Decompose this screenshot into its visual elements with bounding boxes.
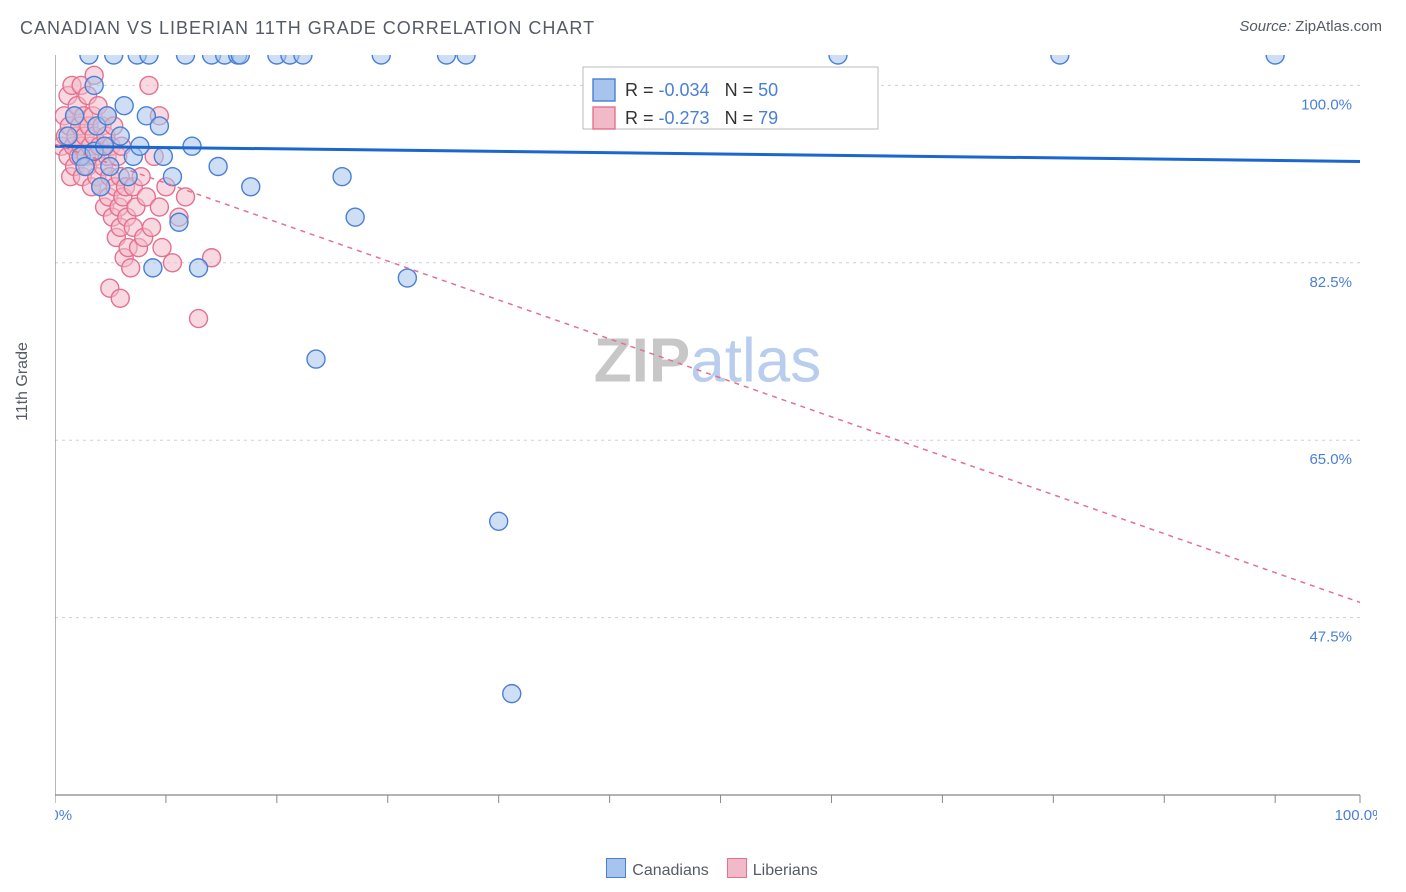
data-point bbox=[177, 55, 195, 64]
data-point bbox=[140, 76, 158, 94]
y-tick-label: 100.0% bbox=[1301, 96, 1352, 113]
chart-title: CANADIAN VS LIBERIAN 11TH GRADE CORRELAT… bbox=[20, 18, 595, 39]
data-point bbox=[143, 218, 161, 236]
data-point bbox=[1266, 55, 1284, 64]
legend-row: R = -0.034 N = 50 bbox=[625, 80, 778, 100]
scatter-chart: 100.0% 82.5% 65.0% 47.5% ZIPatlas 0.0% 100.0% R… bbox=[55, 55, 1377, 820]
data-point bbox=[111, 127, 129, 145]
data-point bbox=[98, 107, 116, 125]
data-point bbox=[457, 55, 475, 64]
data-point bbox=[163, 254, 181, 272]
data-point bbox=[170, 213, 188, 231]
source-value: ZipAtlas.com bbox=[1295, 18, 1382, 35]
legend-swatch bbox=[606, 858, 626, 878]
trend-line bbox=[55, 146, 1360, 161]
data-point bbox=[398, 269, 416, 287]
legend-swatch bbox=[593, 79, 615, 101]
y-tick-label: 82.5% bbox=[1309, 274, 1352, 291]
data-point bbox=[490, 512, 508, 530]
legend-swatch bbox=[727, 858, 747, 878]
data-point bbox=[154, 147, 172, 165]
watermark: ZIPatlas bbox=[594, 327, 821, 396]
x-min-label: 0.0% bbox=[55, 807, 72, 820]
data-point bbox=[1051, 55, 1069, 64]
data-point bbox=[829, 55, 847, 64]
data-point bbox=[438, 55, 456, 64]
chart-svg: 100.0% 82.5% 65.0% 47.5% ZIPatlas 0.0% 100.0% R… bbox=[55, 55, 1377, 820]
y-axis-label: 11th Grade bbox=[14, 342, 32, 421]
data-point bbox=[85, 76, 103, 94]
y-tick-label: 47.5% bbox=[1309, 629, 1352, 646]
data-point bbox=[92, 178, 110, 196]
source-attribution: Source: ZipAtlas.com bbox=[1239, 18, 1382, 35]
data-point bbox=[346, 208, 364, 226]
data-point bbox=[111, 289, 129, 307]
x-max-label: 100.0% bbox=[1335, 807, 1377, 820]
data-point bbox=[122, 259, 140, 277]
data-point bbox=[144, 259, 162, 277]
data-point bbox=[163, 168, 181, 186]
data-point bbox=[153, 239, 171, 257]
trend-line bbox=[55, 144, 1360, 602]
legend-row: R = -0.273 N = 79 bbox=[625, 108, 778, 128]
data-point bbox=[294, 55, 312, 64]
data-point bbox=[66, 107, 84, 125]
data-point bbox=[183, 137, 201, 155]
data-point bbox=[372, 55, 390, 64]
data-point bbox=[105, 55, 123, 64]
legend-swatch bbox=[593, 107, 615, 129]
data-point bbox=[59, 127, 77, 145]
legend-label: Liberians bbox=[753, 862, 818, 879]
data-point bbox=[307, 350, 325, 368]
data-point bbox=[242, 178, 260, 196]
data-point bbox=[209, 158, 227, 176]
data-point bbox=[190, 310, 208, 328]
data-point bbox=[101, 158, 119, 176]
data-point bbox=[190, 259, 208, 277]
data-point bbox=[333, 168, 351, 186]
data-point bbox=[119, 168, 137, 186]
legend-label: Canadians bbox=[632, 862, 709, 879]
data-point bbox=[115, 97, 133, 115]
data-point bbox=[150, 117, 168, 135]
y-tick-label: 65.0% bbox=[1309, 451, 1352, 468]
data-point bbox=[503, 685, 521, 703]
data-point bbox=[177, 188, 195, 206]
source-label: Source: bbox=[1239, 18, 1291, 35]
data-point bbox=[80, 55, 98, 64]
series-legend: Canadians Liberians bbox=[0, 858, 1406, 880]
data-point bbox=[150, 198, 168, 216]
